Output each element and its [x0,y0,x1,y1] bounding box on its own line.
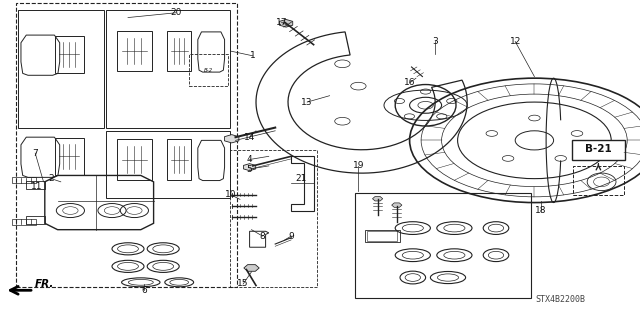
Polygon shape [280,19,292,27]
Text: 15: 15 [237,279,249,288]
Text: 4: 4 [247,155,252,164]
Text: 3: 3 [433,37,438,46]
Text: 16: 16 [404,78,415,87]
Bar [12,219,36,225]
Text: B-21: B-21 [585,144,612,154]
Bar [189,54,228,86]
Text: FR.: FR. [35,279,54,289]
Text: 19: 19 [353,161,364,170]
Bar [573,166,624,195]
Text: 10: 10 [225,190,236,199]
Text: 7: 7 [33,149,38,158]
Text: 12: 12 [509,37,521,46]
Text: 11: 11 [31,182,43,191]
Polygon shape [392,203,402,207]
Text: 14: 14 [244,133,255,142]
Text: 5: 5 [247,165,252,174]
Bar [106,131,230,198]
Bar [26,181,45,189]
Polygon shape [225,135,239,143]
Text: 6: 6 [141,286,147,295]
Polygon shape [372,197,383,201]
Text: 8: 8 [260,232,265,241]
Bar [367,231,397,241]
Bar [16,3,237,287]
Text: 21: 21 [295,174,307,183]
Polygon shape [243,164,256,171]
Bar [12,177,36,183]
Bar [106,10,230,128]
Bar [355,193,531,298]
Text: B-2: B-2 [204,68,213,73]
Text: 2: 2 [49,174,54,183]
Text: 17: 17 [276,18,287,27]
Polygon shape [244,265,259,271]
Text: 13: 13 [301,98,313,107]
Bar [230,150,317,287]
Text: 18: 18 [535,206,547,215]
Text: 1: 1 [250,51,255,60]
Text: STX4B2200B: STX4B2200B [535,295,585,304]
Text: 20: 20 [170,8,182,17]
Bar [26,216,45,224]
Text: 9: 9 [289,232,294,241]
Bar [365,230,400,242]
Bar [18,10,104,128]
Bar [572,140,625,160]
